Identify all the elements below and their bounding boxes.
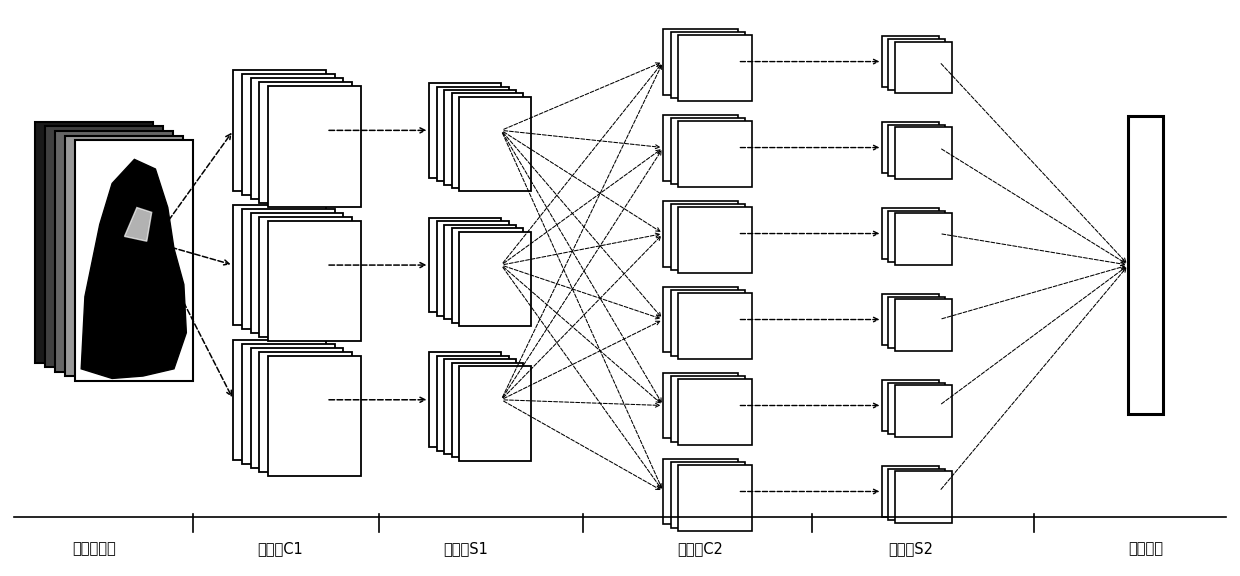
Bar bbox=[66, 135, 182, 376]
Bar bbox=[459, 232, 531, 326]
Bar bbox=[242, 209, 335, 329]
Bar bbox=[678, 122, 753, 187]
Bar bbox=[242, 344, 335, 464]
Bar bbox=[678, 380, 753, 445]
Bar bbox=[429, 353, 501, 447]
Bar bbox=[883, 466, 939, 517]
Bar bbox=[883, 380, 939, 431]
Bar bbox=[268, 355, 361, 476]
Bar bbox=[36, 122, 153, 362]
Bar bbox=[233, 340, 326, 460]
Bar bbox=[56, 131, 172, 372]
Text: 全连接层: 全连接层 bbox=[1128, 541, 1163, 556]
Polygon shape bbox=[81, 160, 186, 378]
Bar bbox=[663, 200, 738, 267]
Bar bbox=[436, 356, 508, 450]
Bar bbox=[74, 140, 192, 381]
Bar bbox=[259, 351, 352, 472]
Bar bbox=[895, 41, 951, 93]
Bar bbox=[451, 228, 523, 323]
Bar bbox=[895, 127, 951, 179]
Bar bbox=[671, 204, 745, 270]
Bar bbox=[429, 83, 501, 177]
Text: 输入视频段: 输入视频段 bbox=[72, 541, 117, 556]
Bar bbox=[444, 359, 516, 454]
Bar bbox=[883, 294, 939, 346]
Bar bbox=[671, 118, 745, 184]
Bar bbox=[671, 32, 745, 98]
Bar bbox=[883, 122, 939, 173]
Bar bbox=[250, 347, 343, 468]
Bar bbox=[895, 385, 951, 437]
Text: 采样层S1: 采样层S1 bbox=[443, 541, 487, 556]
Bar bbox=[429, 218, 501, 312]
Bar bbox=[444, 90, 516, 184]
Text: 卷积层C2: 卷积层C2 bbox=[677, 541, 723, 556]
Bar bbox=[451, 363, 523, 457]
Bar bbox=[671, 290, 745, 356]
Bar bbox=[250, 213, 343, 334]
Bar bbox=[663, 115, 738, 180]
Bar bbox=[259, 82, 352, 203]
Bar bbox=[895, 300, 951, 351]
Bar bbox=[663, 373, 738, 438]
Polygon shape bbox=[124, 207, 151, 241]
Text: 采样层S2: 采样层S2 bbox=[888, 541, 934, 556]
Bar bbox=[889, 382, 945, 434]
Bar bbox=[895, 214, 951, 265]
Bar bbox=[671, 376, 745, 442]
Bar bbox=[444, 225, 516, 319]
Bar bbox=[889, 124, 945, 176]
Bar bbox=[268, 86, 361, 207]
Bar bbox=[1128, 116, 1163, 414]
Bar bbox=[451, 93, 523, 188]
Bar bbox=[889, 468, 945, 520]
Bar bbox=[436, 221, 508, 316]
Text: 卷积层C1: 卷积层C1 bbox=[257, 541, 303, 556]
Bar bbox=[459, 366, 531, 461]
Bar bbox=[459, 97, 531, 191]
Bar bbox=[889, 297, 945, 348]
Bar bbox=[436, 86, 508, 181]
Bar bbox=[883, 36, 939, 88]
Bar bbox=[46, 126, 162, 367]
Bar bbox=[233, 205, 326, 325]
Bar bbox=[895, 471, 951, 523]
Bar bbox=[663, 458, 738, 525]
Bar bbox=[889, 211, 945, 262]
Bar bbox=[250, 78, 343, 199]
Bar bbox=[663, 287, 738, 353]
Bar bbox=[678, 207, 753, 274]
Bar bbox=[663, 29, 738, 94]
Bar bbox=[268, 221, 361, 342]
Bar bbox=[233, 70, 326, 191]
Bar bbox=[678, 293, 753, 359]
Bar bbox=[242, 74, 335, 195]
Bar bbox=[889, 39, 945, 90]
Bar bbox=[259, 217, 352, 338]
Bar bbox=[671, 462, 745, 528]
Bar bbox=[883, 208, 939, 259]
Bar bbox=[678, 465, 753, 531]
Bar bbox=[678, 36, 753, 101]
